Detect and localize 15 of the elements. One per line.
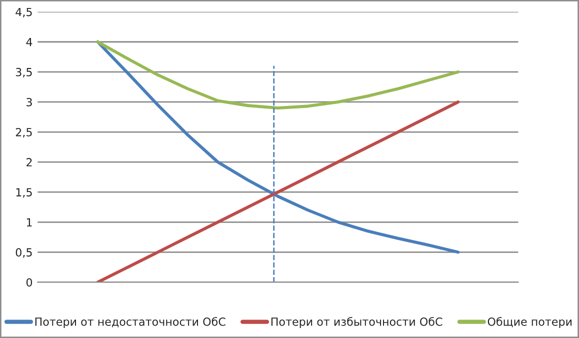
y-tick-label: 3: [26, 98, 32, 106]
legend-label: Потери от недостаточности ОбС: [35, 317, 226, 328]
y-tick-label: 3,5: [16, 68, 32, 78]
legend-label: Потери от избыточности ОбС: [271, 317, 442, 328]
y-tick-label: 2,5: [16, 128, 32, 138]
y-tick-label: 0: [26, 278, 32, 287]
line-series: [96, 40, 460, 110]
y-tick-label: 4: [26, 38, 32, 46]
y-tick-label: 0,5: [16, 248, 32, 258]
legend-label: Общие потери: [488, 317, 572, 328]
y-tick-label: 1,5: [16, 188, 32, 198]
line-series: [96, 100, 460, 282]
y-tick-label: 4,5: [16, 8, 32, 18]
y-tick-label: 2: [26, 158, 32, 166]
y-tick-label: 1: [26, 218, 32, 226]
